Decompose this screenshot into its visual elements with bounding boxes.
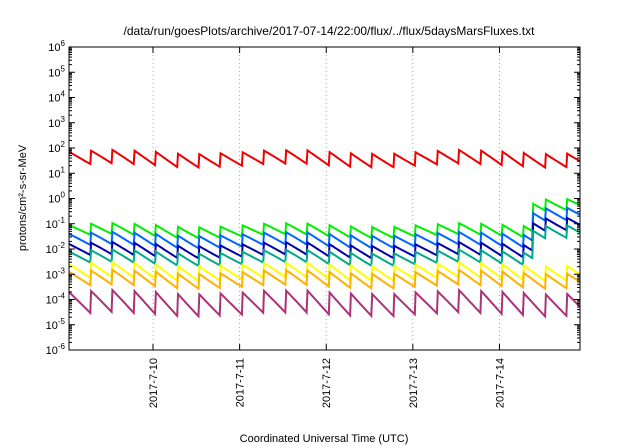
series-layer xyxy=(68,148,581,319)
axis-layer: 10-6 10-5 10-4 10-3 10-2 10-1 100 101 102 103 104 1… xyxy=(46,39,580,408)
series-line xyxy=(68,148,581,170)
y-tick-label: 104 xyxy=(48,90,65,105)
y-tick-label: 102 xyxy=(48,140,65,155)
y-tick-label: 101 xyxy=(48,165,65,180)
x-tick-label: 2017-7-12 xyxy=(321,358,333,408)
y-tick-label: 10-2 xyxy=(46,241,66,256)
x-tick-label: 2017-7-10 xyxy=(148,358,160,408)
x-tick-label: 2017-7-14 xyxy=(494,358,506,408)
x-axis-label: Coordinated Universal Time (UTC) xyxy=(240,433,409,445)
y-tick-label: 10-4 xyxy=(46,292,66,307)
y-tick-label: 103 xyxy=(48,115,65,130)
series-line xyxy=(68,260,581,283)
series-line xyxy=(68,206,581,250)
chart-title: /data/run/goesPlots/archive/2017-07-14/2… xyxy=(124,24,536,38)
y-tick-label: 10-3 xyxy=(46,266,66,281)
x-tick-label: 2017-7-11 xyxy=(235,358,247,407)
y-tick-label: 105 xyxy=(48,64,65,79)
x-tick-label: 2017-7-13 xyxy=(408,358,420,408)
series-line xyxy=(68,267,581,291)
series-line xyxy=(68,197,581,240)
series-line xyxy=(68,223,581,268)
series-line xyxy=(68,287,581,319)
y-tick-label: 10-1 xyxy=(46,216,66,231)
y-tick-label: 10-6 xyxy=(46,342,66,357)
y-tick-label: 106 xyxy=(48,39,65,54)
grid-layer xyxy=(152,47,500,350)
y-tick-label: 100 xyxy=(48,191,65,206)
y-axis-label: protons/cm²-s-sr-MeV xyxy=(17,144,29,251)
y-tick-label: 10-5 xyxy=(46,317,66,332)
series-line xyxy=(68,216,581,260)
